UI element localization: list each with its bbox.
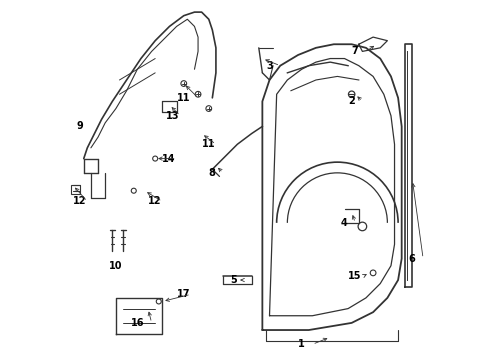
Text: 12: 12 <box>148 197 161 206</box>
Text: 6: 6 <box>408 253 415 264</box>
Text: 1: 1 <box>298 339 305 349</box>
Text: 9: 9 <box>77 121 83 131</box>
Text: 7: 7 <box>351 46 358 57</box>
Text: 15: 15 <box>347 271 361 282</box>
FancyBboxPatch shape <box>71 185 80 194</box>
Text: 17: 17 <box>176 289 190 299</box>
Text: 14: 14 <box>162 154 176 163</box>
Text: 12: 12 <box>73 197 86 206</box>
Text: 4: 4 <box>340 218 347 228</box>
Text: 13: 13 <box>165 111 179 121</box>
Text: 2: 2 <box>347 96 354 107</box>
Text: 16: 16 <box>130 318 144 328</box>
Text: 10: 10 <box>109 261 122 271</box>
Text: 5: 5 <box>230 275 237 285</box>
Text: 11: 11 <box>177 93 190 103</box>
Text: 8: 8 <box>208 168 215 178</box>
Text: 3: 3 <box>265 61 272 71</box>
Text: 11: 11 <box>201 139 215 149</box>
